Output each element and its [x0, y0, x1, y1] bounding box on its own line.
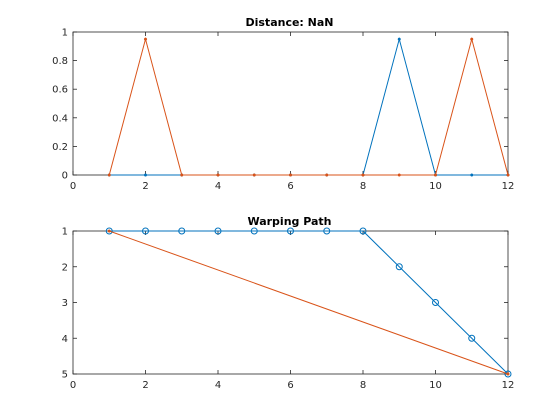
- warping-path-plot-series-1-point: [105, 227, 113, 235]
- distance-plot-x-tick-label: 8: [360, 181, 366, 192]
- warping-path-plot-series-1-point: [287, 227, 294, 235]
- warping-path-plot-series-1-point: [395, 263, 403, 271]
- warping-path-plot-y-tick-label: 2: [62, 262, 68, 273]
- distance-plot-series-2-point: [288, 173, 293, 177]
- warping-path-plot-title: Warping Path: [247, 215, 331, 228]
- warping-path-plot-series-1-point: [432, 299, 439, 306]
- distance-plot-series-2-point: [470, 37, 474, 41]
- distance-plot-x-tick-label: 12: [502, 181, 515, 192]
- distance-plot-x-tick-label: 4: [215, 181, 221, 192]
- warping-path-plot-x-tick-label: 6: [287, 380, 293, 391]
- distance-plot-series-2-point: [506, 173, 510, 177]
- warping-path-plot-y-tick-label: 4: [62, 334, 68, 345]
- distance-plot-y-tick-label: 0.6: [52, 85, 68, 96]
- warping-path-plot-x-tick-label: 8: [360, 380, 366, 391]
- warping-path-plot-series-1-point: [250, 227, 258, 235]
- warping-path-plot-y-tick-label: 5: [62, 370, 68, 381]
- distance-plot-series-2-point: [361, 173, 365, 177]
- distance-plot-series-2-line: [108, 37, 509, 176]
- distance-plot-series-2-point: [216, 173, 220, 177]
- distance-plot-x-tick-label: 2: [142, 181, 148, 192]
- warping-path-plot-series-1-point: [468, 334, 476, 342]
- warping-path-plot-x-tick-label: 4: [215, 380, 221, 391]
- warping-path-plot-series-2-line: [109, 230, 509, 375]
- warping-path-plot-series-1-point: [142, 227, 149, 235]
- distance-plot-area: 0 2 4 6 8 10 12 0 0.2 0.4 0.6 0.8 1: [52, 28, 514, 193]
- distance-plot-y-tick-label: 0.8: [52, 56, 68, 67]
- warping-path-plot-series-1-point: [178, 227, 186, 235]
- distance-plot-series-2-point: [143, 37, 148, 41]
- warping-path-plot-series-2-point: [107, 229, 111, 233]
- distance-plot-series-2-point: [107, 173, 111, 177]
- distance-plot-title: Distance: NaN: [245, 16, 333, 29]
- warping-path-plot-series-1-point: [359, 227, 367, 235]
- warping-path-plot-series-1-point: [504, 370, 512, 378]
- warping-path-plot-y-tick-label: 3: [62, 298, 68, 309]
- distance-plot-series-1-point: [143, 173, 148, 177]
- distance-plot-x-tick-label: 6: [287, 181, 293, 192]
- distance-plot-series-2-point: [180, 173, 184, 177]
- distance-plot-series-1-point: [470, 173, 474, 177]
- distance-plot-y-tick-label: 0: [62, 171, 68, 182]
- warping-path-plot-x-tick-label: 12: [502, 380, 515, 391]
- warping-path-plot-x-tick-label: 0: [70, 380, 76, 391]
- distance-plot-y-tick-label: 0.2: [52, 142, 68, 153]
- warping-path-plot-series-1-line: [109, 230, 509, 375]
- warping-path-plot-axes-box: [72, 230, 509, 375]
- distance-plot-axes-box: [72, 31, 509, 176]
- distance-plot-series-2-point: [433, 173, 438, 177]
- distance-plot-x-tick-label: 10: [429, 181, 442, 192]
- warping-path-plot-x-tick-label: 2: [142, 380, 148, 391]
- warping-path-plot-y-tick-label: 1: [62, 227, 68, 238]
- distance-plot-series-2-point: [325, 173, 329, 177]
- warping-path-plot-series-1-point: [214, 227, 222, 235]
- distance-plot-series-1-point: [397, 37, 401, 41]
- distance-plot-series-2-point: [252, 173, 256, 177]
- distance-plot-y-tick-label: 0.4: [52, 113, 68, 124]
- distance-plot-y-tick-label: 1: [62, 28, 68, 39]
- warping-path-plot-x-tick-label: 10: [429, 380, 442, 391]
- distance-plot-series-2-point: [397, 173, 401, 177]
- warping-path-plot-series-1-point: [323, 227, 331, 235]
- distance-plot: Distance: NaN 0 2 4 6 8 10 12 0 0.2 0.4 0.6 0.8 1: [52, 16, 514, 192]
- distance-plot-x-tick-label: 0: [70, 181, 76, 192]
- warping-path-plot-series-2-point: [506, 372, 510, 376]
